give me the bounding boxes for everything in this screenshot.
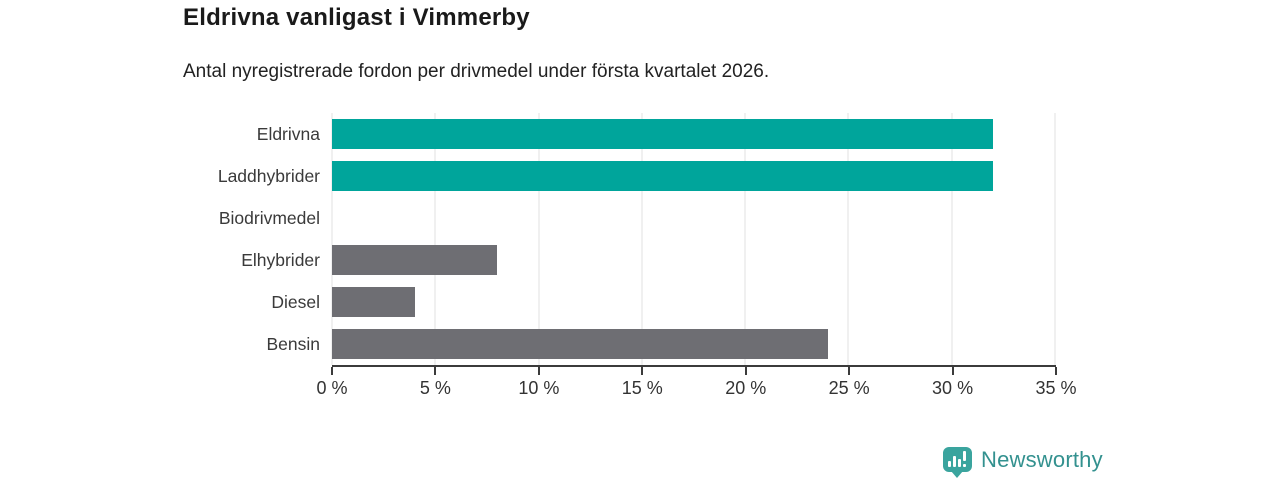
x-tick-label: 35 % — [1035, 378, 1077, 398]
bar-diesel — [332, 287, 415, 317]
gridline — [331, 113, 333, 365]
bar-bensin — [332, 329, 828, 359]
bar-elhybrider — [332, 245, 498, 275]
category-label: Elhybrider — [241, 249, 320, 270]
gridline — [1054, 113, 1056, 365]
plot-area — [331, 113, 1056, 365]
x-tick-label: 5 % — [419, 378, 451, 398]
x-tick-label: 20 % — [725, 378, 767, 398]
category-label: Laddhybrider — [217, 165, 320, 186]
x-tick-label: 30 % — [932, 378, 974, 398]
gridline — [951, 113, 953, 365]
gridline — [744, 113, 746, 365]
gridline — [641, 113, 643, 365]
category-axis: Eldrivna Laddhybrider Biodrivmedel Elhybrid… — [130, 113, 320, 365]
x-axis-tick — [537, 367, 540, 375]
chart-subtitle: Antal nyregistrerade fordon per drivmede… — [183, 61, 770, 82]
gridline — [847, 113, 849, 365]
category-label: Biodrivmedel — [218, 207, 320, 228]
x-axis-tick — [434, 367, 437, 375]
bar-laddhybrider — [332, 161, 994, 191]
category-label: Diesel — [271, 291, 320, 312]
category-label: Bensin — [266, 333, 320, 354]
x-tick-label: 15 % — [621, 378, 663, 398]
x-tick-label: 25 % — [828, 378, 870, 398]
category-label: Eldrivna — [256, 123, 320, 144]
x-axis-tick — [848, 367, 851, 375]
gridline — [434, 113, 436, 365]
x-axis-tick — [951, 367, 954, 375]
newsworthy-bar-chart-bubble-icon — [943, 447, 972, 478]
x-axis: 0 % 5 % 10 % 15 % 20 % 25 % 30 % 35 % — [316, 365, 1077, 399]
chart-title: Eldrivna vanligast i Vimmerby — [183, 4, 530, 31]
x-axis-line — [332, 365, 1056, 367]
x-axis-tick — [744, 367, 747, 375]
bar-eldrivna — [332, 119, 994, 149]
x-axis-tick — [641, 367, 644, 375]
x-tick-label: 0 % — [316, 378, 348, 398]
x-tick-label: 10 % — [518, 378, 560, 398]
x-axis-tick — [1055, 367, 1057, 375]
gridline — [538, 113, 540, 365]
newsworthy-logo-text: Newsworthy — [981, 447, 1103, 472]
newsworthy-logo[interactable]: Newsworthy — [943, 447, 1103, 478]
x-axis-tick — [331, 367, 333, 375]
